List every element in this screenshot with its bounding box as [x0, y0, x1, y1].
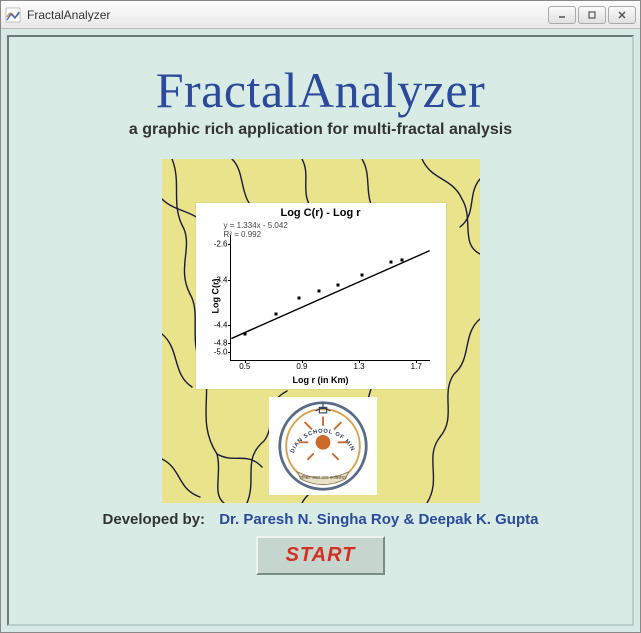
titlebar[interactable]: FractalAnalyzer	[1, 1, 640, 29]
illustration-area: Log C(r) - Log r y = 1.334x - 5.042 R² =…	[162, 159, 480, 503]
app-window: FractalAnalyzer FractalAnalyzer a graphi…	[0, 0, 641, 633]
chart-xlabel: Log r (in Km)	[293, 375, 349, 385]
client-area: FractalAnalyzer a graphic rich applicati…	[1, 29, 640, 632]
developed-by-line: Developed by: Dr. Paresh N. Singha Roy &…	[9, 511, 632, 528]
app-icon	[5, 7, 21, 23]
svg-text:उत्तिष्ठत जाग्रत प्राप्य वरान्: उत्तिष्ठत जाग्रत प्राप्य वरान्निबोधत	[299, 475, 347, 480]
start-button[interactable]: START	[256, 536, 386, 575]
crest-icon: INDIAN SCHOOL OF MINES	[277, 400, 369, 492]
window-title: FractalAnalyzer	[27, 8, 110, 22]
fit-line	[231, 235, 430, 360]
page-title: FractalAnalyzer	[9, 61, 632, 119]
splash-panel: FractalAnalyzer a graphic rich applicati…	[7, 35, 634, 626]
page-subtitle: a graphic rich application for multi-fra…	[9, 121, 632, 139]
data-point	[400, 258, 403, 261]
crest: INDIAN SCHOOL OF MINES	[269, 397, 377, 495]
chart-title: Log C(r) - Log r	[196, 203, 446, 219]
chart: Log C(r) - Log r y = 1.334x - 5.042 R² =…	[196, 203, 446, 389]
close-button[interactable]	[608, 6, 636, 24]
data-point	[318, 290, 321, 293]
data-point	[360, 273, 363, 276]
data-point	[298, 297, 301, 300]
data-point	[275, 312, 278, 315]
minimize-button[interactable]	[548, 6, 576, 24]
window-controls	[548, 6, 636, 24]
data-point	[336, 283, 339, 286]
data-point	[389, 261, 392, 264]
developer-names: Dr. Paresh N. Singha Roy & Deepak K. Gup…	[219, 511, 538, 528]
maximize-button[interactable]	[578, 6, 606, 24]
plot-area: -2.6-3.4-4.4-4.8-5.00.50.91.31.7	[230, 235, 430, 361]
data-point	[243, 333, 246, 336]
developed-by-label: Developed by:	[103, 511, 206, 528]
